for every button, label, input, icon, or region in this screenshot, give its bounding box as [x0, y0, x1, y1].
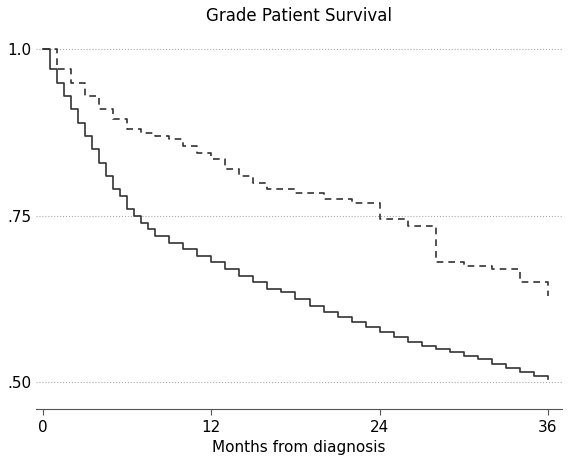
X-axis label: Months from diagnosis: Months from diagnosis: [212, 440, 386, 455]
Title: Grade Patient Survival: Grade Patient Survival: [206, 7, 392, 25]
